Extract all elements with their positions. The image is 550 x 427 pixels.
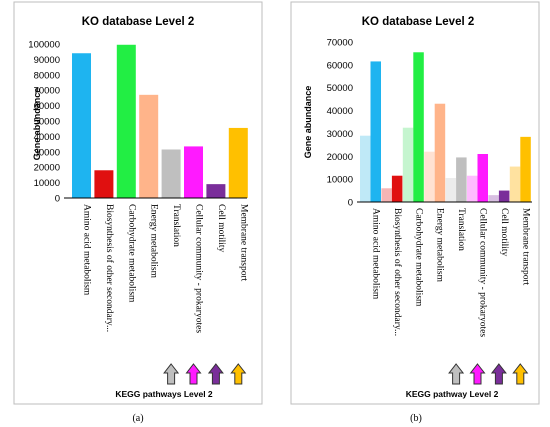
panel-a-y-tick-label: 80000	[34, 70, 60, 81]
panel-b-bar-dark	[477, 154, 488, 202]
panel-b-bar-dark	[520, 136, 531, 202]
panel-a-bar	[206, 184, 226, 198]
panel-b-y-ticks: 0 10000 20000 30000 40000 50000 60000 70000	[327, 38, 353, 209]
panel-a-y-tick-label: 20000	[34, 163, 60, 174]
panel-b-bar-dark	[498, 190, 510, 202]
panel-a-bar	[184, 146, 203, 198]
panel-a-bar	[228, 127, 248, 198]
panel-a-y-tick-label: 90000	[34, 55, 60, 66]
panel-b-bar-light	[381, 188, 392, 202]
panel-a-category-labels: Amino acid metabolism Biosynthesis of oth…	[82, 204, 249, 333]
panel-a-footer: KEGG pathways Level 2	[115, 389, 213, 399]
panel-b-bar-light	[467, 175, 478, 202]
panel-b-bar-light	[445, 178, 457, 202]
panel-b-bar-light	[360, 135, 371, 202]
panel-b-category-label: Cellular community - prokaryotes	[478, 208, 488, 337]
panel-a-up-arrow-icon	[207, 363, 224, 385]
panel-a-category-label: Cell motility	[216, 204, 226, 253]
panel-a-ylabel: Gene abundance	[32, 88, 42, 161]
panel-b-y-tick-label: 40000	[327, 106, 353, 117]
panel-a-bar	[161, 149, 181, 198]
panel-a-category-label: Biosynthesis of other secondary...	[104, 204, 115, 332]
panel-b-up-arrow-icon	[448, 363, 465, 385]
panel-a-y-ticks: 0 10000 20000 30000 40000 50000 60000 70000 8000…	[28, 40, 60, 205]
panel-b-category-label: Energy metabolism	[435, 208, 445, 283]
panel-a-bar	[116, 44, 136, 198]
panel-b-y-tick-label: 10000	[327, 175, 353, 186]
panel-a-title: KO database Level 2	[82, 16, 195, 28]
panel-a-up-arrow-icon	[185, 363, 202, 385]
panel-a-y-tick-label: 10000	[34, 178, 60, 189]
panel-b-category-label: Cell motility	[499, 208, 509, 257]
panel-b-bars	[360, 52, 531, 203]
panel-a-y-tick-label: 70000	[34, 86, 60, 97]
panel-b-y-tick-label: 30000	[327, 129, 353, 140]
panel-a-y-tick-label: 30000	[34, 147, 60, 158]
panel-a-y-tick-label: 0	[55, 194, 60, 205]
panel-a-bars	[72, 44, 248, 198]
panel-b-bar-light	[402, 127, 414, 202]
panel-a-y-tick-label: 60000	[34, 101, 60, 112]
panel-b-category-label: Carbohydrate metabolism	[413, 208, 423, 307]
panel-a-y-tick-label: 100000	[28, 40, 60, 51]
panel-b-up-arrow-icon	[490, 363, 507, 385]
panel-b-bar-dark	[413, 52, 424, 203]
panel-a-category-label: Membrane transport	[238, 204, 248, 282]
panel-b-bar-light	[424, 151, 435, 202]
panel-b-category-label: Biosynthesis of other secondary...	[392, 208, 403, 336]
panel-a-bar	[139, 94, 159, 198]
panel-a: KO database Level 2 Gene abundance 0 1000…	[13, 1, 263, 405]
panel-a-bar	[94, 170, 114, 198]
panel-b-y-tick-label: 60000	[327, 60, 353, 71]
panel-a-y-tick-label: 40000	[34, 132, 60, 143]
panel-a-category-label: Amino acid metabolism	[82, 204, 92, 296]
panel-b-y-tick-label: 70000	[327, 38, 353, 49]
panel-b-bar-dark	[370, 61, 381, 202]
panel-a-label: (a)	[132, 413, 143, 424]
panel-b-y-tick-label: 20000	[327, 152, 353, 163]
panel-b-up-arrow-icon	[469, 363, 486, 385]
panel-b-bar-light	[488, 195, 499, 202]
panel-a-bar	[72, 53, 91, 198]
panel-a-y-tick-label: 50000	[34, 117, 60, 128]
panel-a-category-label: Cellular community - prokaryotes	[194, 204, 204, 333]
panel-a-up-arrow-icon	[163, 363, 180, 385]
panel-b-bar-light	[509, 166, 521, 202]
panel-a-category-label: Energy metabolism	[149, 204, 159, 279]
panel-b-bar-dark	[456, 157, 467, 202]
panel-b-y-tick-label: 50000	[327, 83, 353, 94]
panel-b-bar-dark	[434, 103, 446, 202]
panel-b-bar-dark	[391, 175, 403, 202]
panel-b-category-label: Membrane transport	[520, 208, 530, 286]
panel-b-category-label: Amino acid metabolism	[371, 208, 381, 300]
panel-b-label: (b)	[410, 413, 422, 424]
panel-b-y-tick-label: 0	[348, 198, 353, 209]
panel-b-category-label: Translation	[456, 208, 466, 251]
panel-b-ylabel: Gene abundance	[303, 86, 313, 159]
panel-b-footer: KEGG pathway Level 2	[406, 389, 499, 399]
panel-b-category-labels: Amino acid metabolism Biosynthesis of oth…	[371, 208, 531, 337]
panel-a-category-label: Carbohydrate metabolism	[126, 204, 136, 303]
panel-a-up-arrow-icon	[230, 363, 247, 385]
panel-b-arrows	[448, 363, 529, 385]
panel-a-arrows	[163, 363, 247, 385]
panel-a-frame	[13, 1, 263, 405]
panel-b: KO database Level 2 Gene abundance 0 1000…	[290, 1, 540, 405]
panel-b-title: KO database Level 2	[362, 16, 475, 28]
panel-a-category-label: Translation	[171, 204, 181, 247]
panel-b-up-arrow-icon	[512, 363, 529, 385]
